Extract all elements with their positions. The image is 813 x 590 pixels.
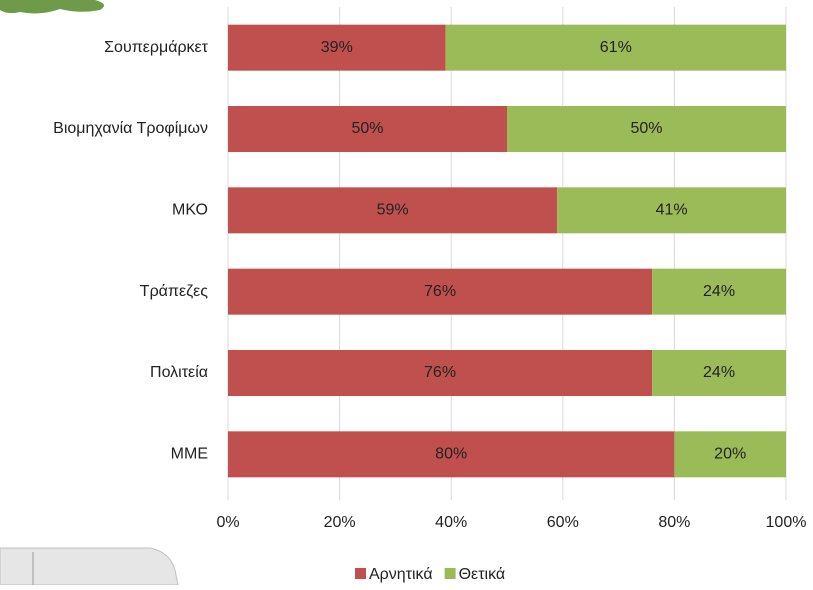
bar-segment — [228, 187, 558, 234]
bar-segment — [674, 431, 786, 478]
y-tick-label: Τράπεζες — [140, 283, 208, 300]
data-label: 59% — [377, 202, 409, 219]
x-tick-label: 60% — [547, 514, 579, 531]
y-tick-label: ΜΜΕ — [171, 446, 208, 463]
legend-swatch — [444, 568, 456, 579]
data-label: 50% — [351, 120, 383, 137]
bar-segment — [507, 106, 786, 152]
legend-label: Αρνητικά — [369, 566, 433, 583]
bar-segment — [557, 187, 786, 234]
bar-segment — [228, 106, 507, 152]
bar-segment — [652, 350, 786, 396]
x-tick-label: 20% — [324, 514, 356, 531]
map-decoration — [0, 0, 104, 14]
data-label: 20% — [714, 446, 746, 463]
bar-segment — [445, 24, 786, 71]
legend-swatch — [355, 568, 366, 579]
data-label: 39% — [321, 39, 353, 56]
bar-segment — [228, 268, 653, 315]
data-label: 61% — [600, 39, 632, 56]
data-label: 50% — [630, 120, 662, 137]
y-tick-label: ΜΚΟ — [172, 202, 208, 219]
data-label: 80% — [435, 446, 467, 463]
data-label: 24% — [703, 283, 735, 300]
x-tick-label: 0% — [216, 514, 239, 531]
data-label: 41% — [656, 202, 688, 219]
bar-segment — [228, 24, 446, 71]
bar-segment — [228, 431, 675, 478]
x-tick-label: 100% — [766, 514, 807, 531]
y-tick-label: Πολιτεία — [150, 364, 208, 381]
data-label: 76% — [424, 283, 456, 300]
legend-label: Θετικά — [459, 566, 506, 583]
data-label: 76% — [424, 364, 456, 381]
x-tick-label: 40% — [435, 514, 467, 531]
y-tick-label: Σουπερμάρκετ — [104, 39, 209, 56]
x-tick-label: 80% — [658, 514, 690, 531]
button-decoration — [0, 547, 179, 586]
data-label: 24% — [703, 364, 735, 381]
bar-segment — [228, 350, 653, 396]
bar-segment — [652, 268, 786, 315]
y-tick-label: Βιομηχανία Τροφίμων — [53, 120, 208, 137]
